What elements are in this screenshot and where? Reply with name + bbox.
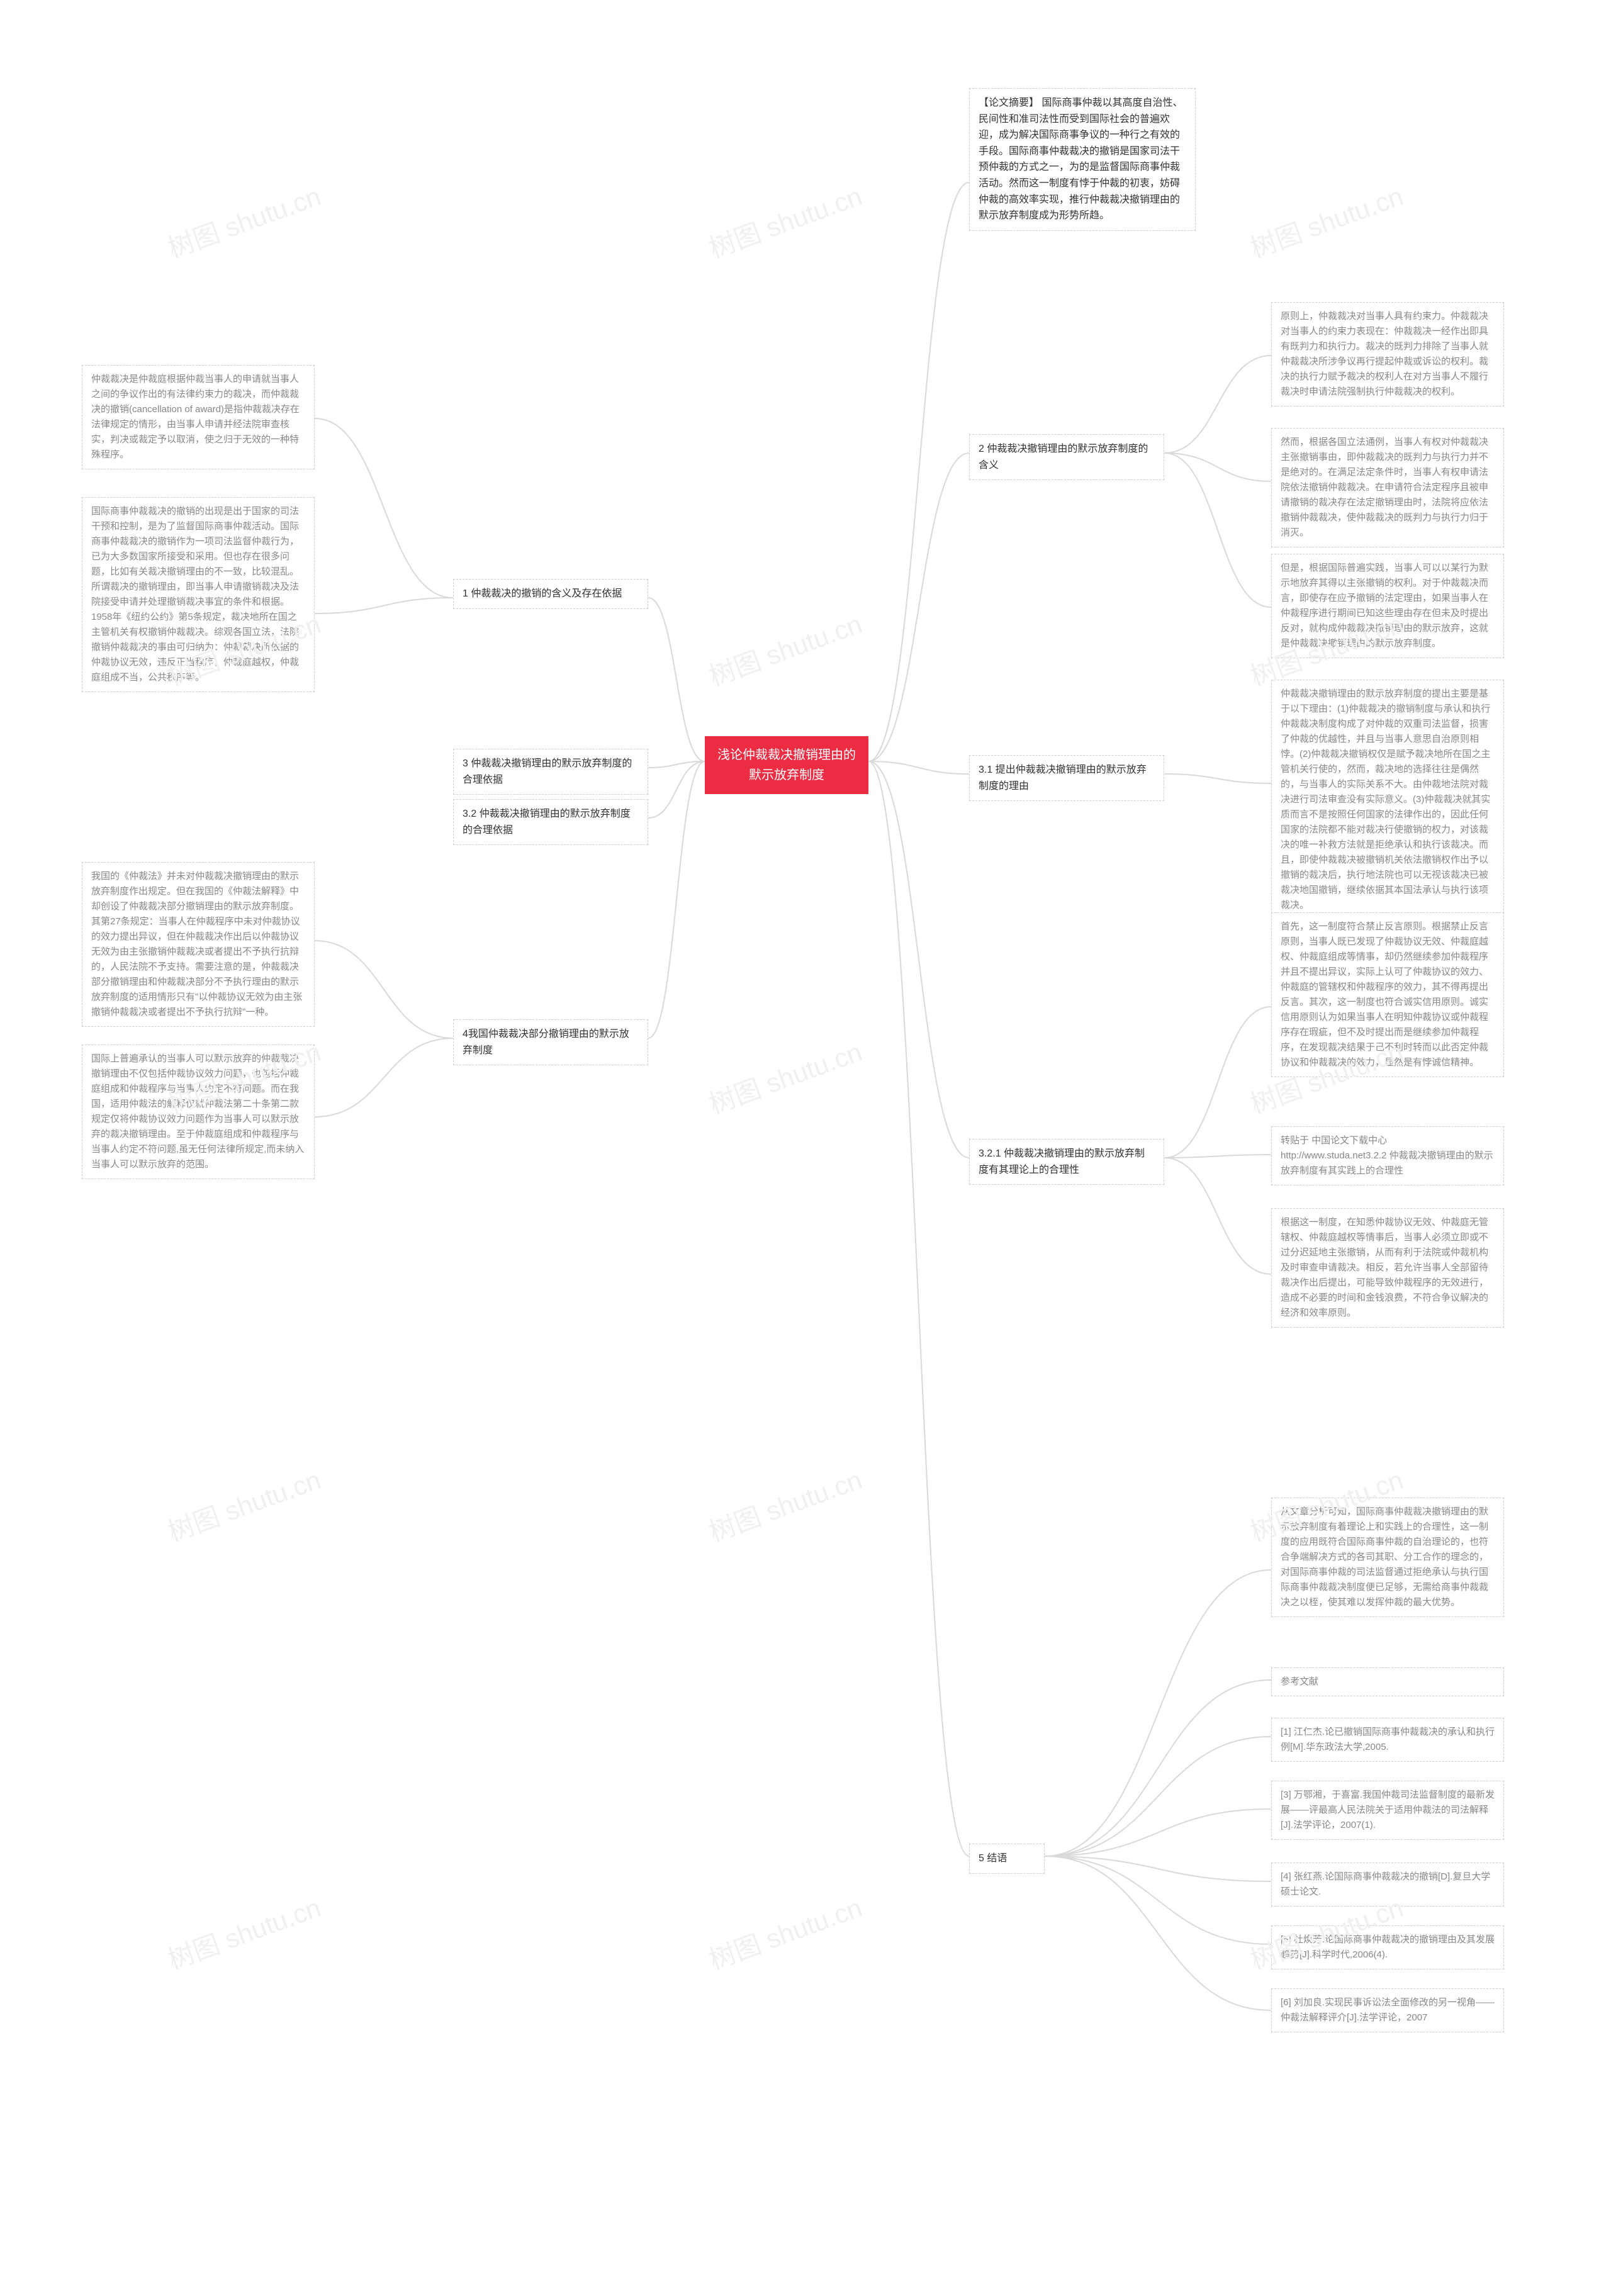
watermark: 树图 shutu.cn [162, 175, 325, 266]
connector [1164, 1155, 1271, 1158]
mindmap-node: 国际商事仲裁裁决的撤销的出现是出于国家的司法干预和控制，是为了监督国际商事仲裁活… [82, 497, 315, 692]
connector [1045, 1680, 1271, 1856]
mindmap-node: 【论文摘要】 国际商事仲裁以其高度自治性、民间性和准司法性而受到国际社会的普遍欢… [969, 88, 1196, 231]
connector [315, 1038, 453, 1117]
connector [868, 453, 969, 761]
connector [1045, 1856, 1271, 1881]
watermark: 树图 shutu.cn [703, 603, 867, 693]
connector [1045, 1809, 1271, 1856]
watermark: 树图 shutu.cn [1244, 175, 1408, 266]
mindmap-node: 从文章分析可知，国际商事仲裁裁决撤销理由的默示放弃制度有着理论上和实践上的合理性… [1271, 1498, 1504, 1617]
mindmap-node: [4] 张红燕.论国际商事仲裁裁决的撤销[D].复旦大学硕士论文. [1271, 1862, 1504, 1907]
mindmap-node: 参考文献 [1271, 1667, 1504, 1696]
connector [1164, 356, 1271, 453]
mindmap-node: [6] 刘加良.实现民事诉讼法全面修改的另一视角——仲裁法解释评介[J].法学评… [1271, 1988, 1504, 2032]
mindmap-node: 首先，这一制度符合禁止反言原则。根据禁止反言原则，当事人既已发现了仲裁协议无效、… [1271, 912, 1504, 1077]
root-node: 浅论仲裁裁决撤销理由的默示放弃制度 [705, 736, 868, 794]
connector [315, 941, 453, 1038]
mindmap-node: 3.2.1 仲裁裁决撤销理由的默示放弃制度有其理论上的合理性 [969, 1139, 1164, 1185]
connector [868, 761, 969, 774]
watermark: 树图 shutu.cn [162, 1459, 325, 1549]
mindmap-node: 国际上普遍承认的当事人可以默示放弃的仲裁裁决撤销理由不仅包括仲裁协议效力问题，也… [82, 1044, 315, 1179]
connector [868, 761, 969, 1158]
mindmap-node: [1] 江仁杰.论已撤销国际商事仲裁裁决的承认和执行例[M].华东政法大学,20… [1271, 1718, 1504, 1762]
mindmap-node: 3 仲裁裁决撤销理由的默示放弃制度的合理依据 [453, 749, 648, 795]
mindmap-node: 转贴于 中国论文下载中心 http://www.studa.net3.2.2 仲… [1271, 1126, 1504, 1185]
connector [315, 598, 453, 613]
mindmap-node: [3] 万鄂湘，于喜富.我国仲裁司法监督制度的最新发展——评最高人民法院关于适用… [1271, 1781, 1504, 1840]
connector [1164, 1007, 1271, 1158]
connector [648, 761, 705, 818]
watermark: 树图 shutu.cn [703, 1886, 867, 1977]
connector [1164, 774, 1271, 783]
connector [315, 418, 453, 598]
mindmap-node: 根据这一制度，在知悉仲裁协议无效、仲裁庭无管辖权、仲裁庭越权等情事后，当事人必须… [1271, 1208, 1504, 1328]
mindmap-node: 4我国仲裁裁决部分撤销理由的默示放弃制度 [453, 1019, 648, 1065]
connector [868, 182, 969, 761]
mindmap-node: 3.1 提出仲裁裁决撤销理由的默示放弃制度的理由 [969, 755, 1164, 801]
mindmap-node: 1 仲裁裁决的撤销的含义及存在依据 [453, 579, 648, 609]
connector [868, 761, 969, 1856]
mindmap-node: 我国的《仲裁法》并未对仲裁裁决撤销理由的默示放弃制度作出规定。但在我国的《仲裁法… [82, 862, 315, 1027]
connector [648, 761, 705, 768]
connector [1164, 453, 1271, 607]
mindmap-node: 但是，根据国际普遍实践，当事人可以以某行为默示地放弃其得以主张撤销的权利。对于仲… [1271, 554, 1504, 658]
watermark: 树图 shutu.cn [162, 1886, 325, 1977]
mindmap-node: 仲裁裁决是仲裁庭根据仲裁当事人的申请就当事人之间的争议作出的有法律约束力的裁决，… [82, 365, 315, 469]
mindmap-node: 2 仲裁裁决撤销理由的默示放弃制度的含义 [969, 434, 1164, 480]
mindmap-node: 3.2 仲裁裁决撤销理由的默示放弃制度的合理依据 [453, 799, 648, 845]
connector [1164, 453, 1271, 481]
watermark: 树图 shutu.cn [703, 1031, 867, 1121]
watermark: 树图 shutu.cn [703, 1459, 867, 1549]
connector [1045, 1856, 1271, 2010]
mindmap-node: [5] 杜焕芳.论国际商事仲裁裁决的撤销理由及其发展趋势[J].科学时代,200… [1271, 1925, 1504, 1969]
mindmap-node: 然而，根据各国立法通例，当事人有权对仲裁裁决主张撤销事由，即仲裁裁决的既判力与执… [1271, 428, 1504, 547]
mindmap-node: 仲裁裁决撤销理由的默示放弃制度的提出主要是基于以下理由：(1)仲裁裁决的撤销制度… [1271, 680, 1504, 920]
connector [648, 598, 705, 761]
mindmap-node: 原则上，仲裁裁决对当事人具有约束力。仲裁裁决对当事人的约束力表现在：仲裁裁决一经… [1271, 302, 1504, 406]
connector [1045, 1570, 1271, 1856]
connector [648, 761, 705, 1038]
connector [1164, 1158, 1271, 1274]
watermark: 树图 shutu.cn [703, 175, 867, 266]
connector [1045, 1856, 1271, 1944]
mindmap-node: 5 结语 [969, 1844, 1045, 1874]
connector [1045, 1737, 1271, 1856]
